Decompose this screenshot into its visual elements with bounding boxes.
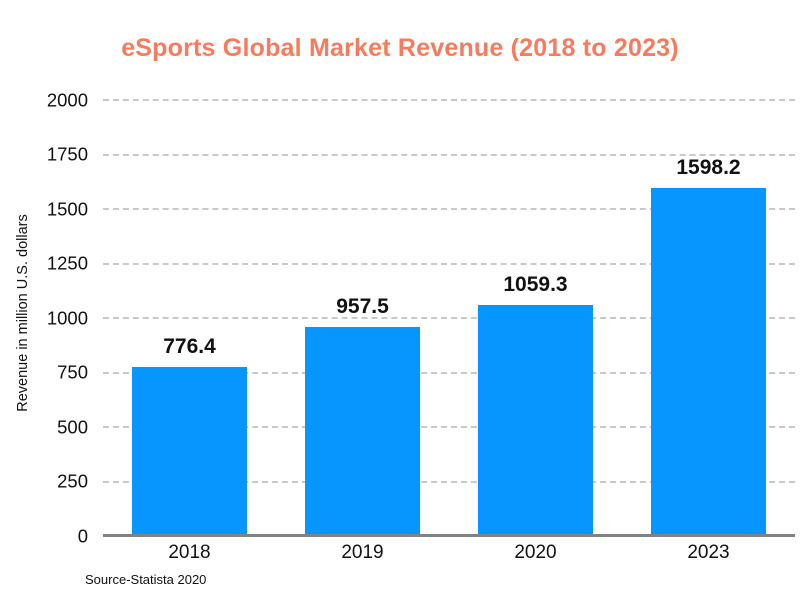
y-tick-label-2000: 2000 (46, 88, 88, 110)
plot-area: 776.4 957.5 1059.3 1598.2 (103, 99, 795, 537)
bar-slot-2019: 957.5 (276, 100, 449, 536)
value-label-2019: 957.5 (336, 295, 389, 319)
y-tick-labels: 0 250 500 750 1000 1250 1500 1750 2000 (0, 90, 88, 544)
bar-2020 (477, 305, 593, 536)
gridline-1000 (103, 317, 795, 319)
gridline-750 (103, 371, 795, 374)
y-tick-label-1250: 1250 (46, 252, 88, 274)
bar-2019 (304, 327, 420, 536)
x-tick-label-2020: 2020 (514, 542, 557, 563)
bar-series: 776.4 957.5 1059.3 1598.2 (103, 100, 795, 536)
value-label-2018: 776.4 (163, 334, 216, 358)
bar-slot-2020: 1059.3 (449, 100, 622, 536)
x-tick-label-2018: 2018 (168, 542, 211, 563)
chart-title: eSports Global Market Revenue (2018 to 2… (121, 34, 679, 62)
y-tick-label-1500: 1500 (46, 197, 88, 219)
y-tick-label-1750: 1750 (46, 143, 88, 165)
gridline-1750 (103, 153, 795, 156)
y-tick-label-500: 500 (57, 415, 88, 437)
gridline-2000 (103, 99, 795, 101)
x-tick-label-2019: 2019 (341, 542, 384, 563)
value-label-2020: 1059.3 (503, 273, 568, 297)
y-tick-label-750: 750 (57, 361, 88, 383)
bar-slot-2023: 1598.2 (622, 100, 795, 536)
y-tick-label-250: 250 (57, 470, 88, 492)
x-tick-labels: 2018 2019 2020 2023 (103, 542, 795, 564)
x-axis-line (103, 534, 795, 537)
bar-2023 (650, 187, 766, 536)
gridline-250 (103, 480, 795, 483)
gridline-1250 (103, 262, 795, 265)
bar-2018 (131, 366, 247, 536)
y-tick-label-0: 0 (77, 524, 88, 546)
gridline-500 (103, 426, 795, 428)
bar-slot-2018: 776.4 (103, 100, 276, 536)
source-note: Source-Statista 2020 (85, 572, 207, 587)
value-label-2023: 1598.2 (676, 155, 741, 179)
gridline-1500 (103, 208, 795, 210)
x-tick-label-2023: 2023 (687, 542, 730, 563)
y-tick-label-1000: 1000 (46, 306, 88, 328)
